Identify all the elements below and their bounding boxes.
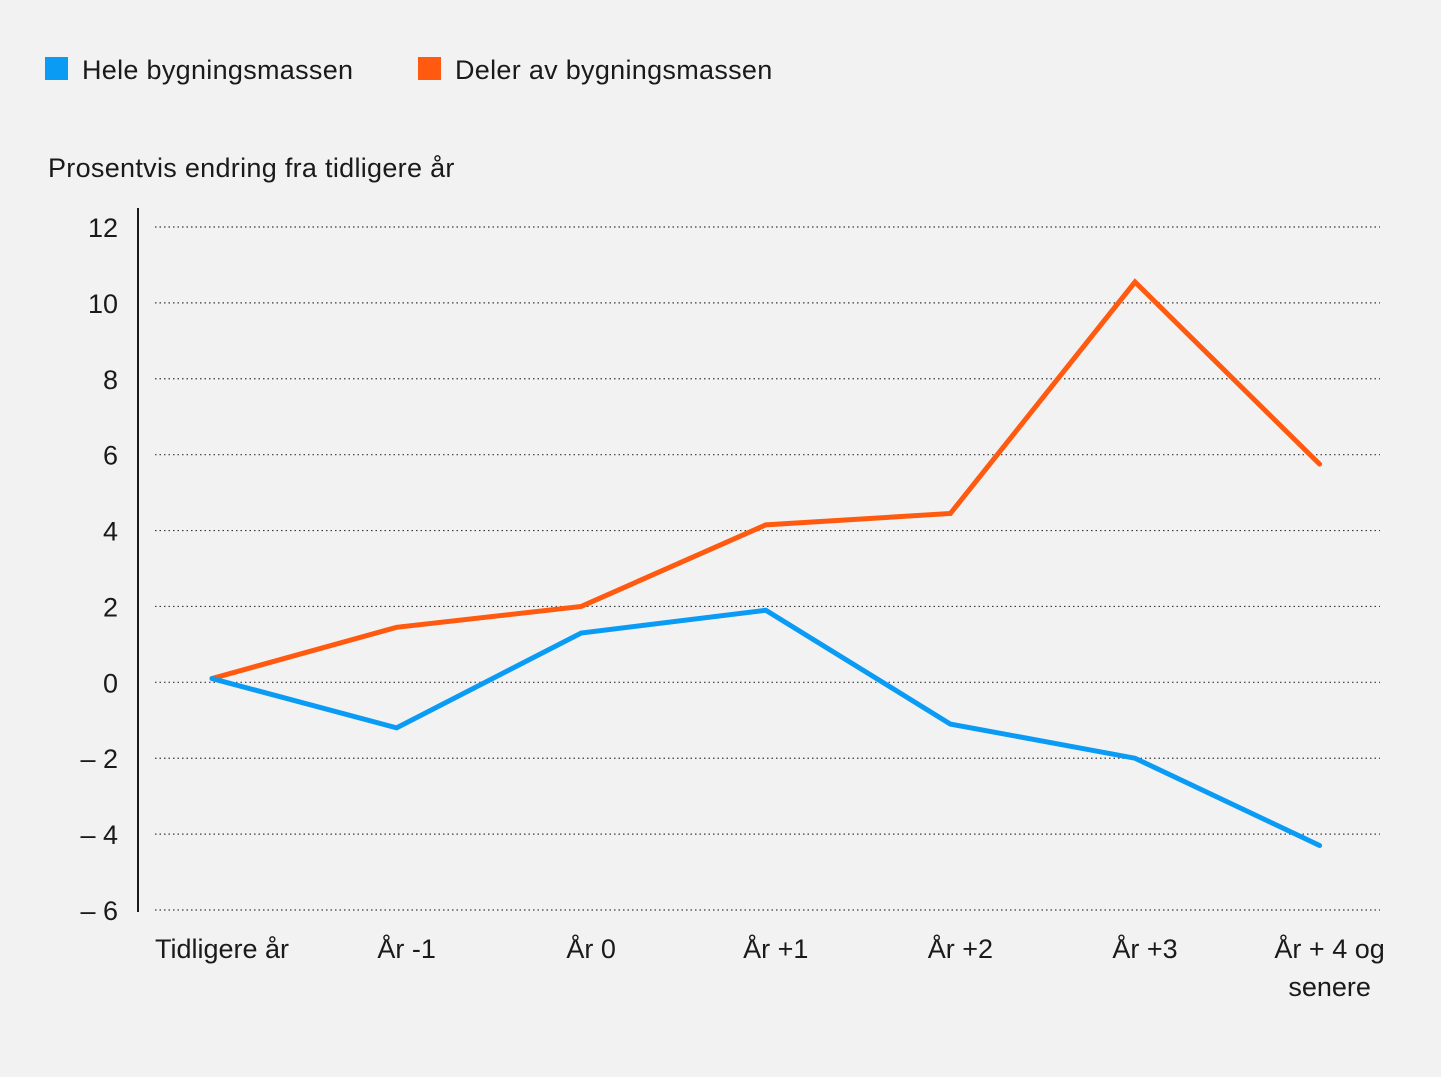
- gridlines: [155, 226, 1380, 911]
- x-tick-label: År + 4 og senere: [1274, 933, 1384, 1002]
- x-tick-label-line: År +2: [928, 933, 993, 964]
- series-line: [209, 607, 1323, 848]
- y-tick-label: 4: [103, 517, 118, 547]
- legend-label: Hele bygningsmassen: [82, 55, 353, 85]
- y-tick-label: 6: [103, 441, 118, 471]
- x-tick-label-line: År + 4 og: [1274, 933, 1384, 964]
- y-tick-label: 12: [88, 213, 118, 243]
- x-tick-label: År +3: [1112, 933, 1177, 964]
- legend: Hele bygningsmassen Deler av bygningsmass…: [45, 55, 773, 85]
- x-tick-label: År +1: [743, 933, 808, 964]
- x-axis-ticks: Tidligere år År -1 År 0 År +1 År +2 År +3 År +…: [155, 933, 1385, 1002]
- x-tick-label-line: År +1: [743, 933, 808, 964]
- y-tick-label: – 6: [80, 896, 118, 926]
- series-lines: [209, 278, 1323, 848]
- x-tick-label: År +2: [928, 933, 993, 964]
- legend-label: Deler av bygningsmassen: [455, 55, 773, 85]
- legend-swatch: [45, 57, 68, 80]
- series-line: [209, 278, 1323, 682]
- x-tick-label-line: År +3: [1112, 933, 1177, 964]
- y-tick-label: 10: [88, 289, 118, 319]
- x-tick-label: Tidligere år: [155, 934, 289, 964]
- y-axis-title: Prosentvis endring fra tidligere år: [48, 153, 455, 183]
- x-tick-label: År -1: [377, 933, 436, 964]
- x-tick-label-line: senere: [1288, 972, 1371, 1002]
- x-tick-label-line: År -1: [377, 933, 436, 964]
- y-tick-label: 2: [103, 592, 118, 622]
- y-axis-ticks: 12 10 8 6 4 2 0 – 2 – 4 – 6: [80, 213, 118, 926]
- y-tick-label: – 2: [80, 744, 118, 774]
- legend-swatch: [418, 57, 441, 80]
- x-tick-label: År 0: [566, 933, 616, 964]
- x-tick-label-line: Tidligere år: [155, 934, 289, 964]
- y-tick-label: 8: [103, 365, 118, 395]
- y-tick-label: – 4: [80, 820, 118, 850]
- x-tick-label-line: År 0: [566, 933, 616, 964]
- y-tick-label: 0: [103, 668, 118, 698]
